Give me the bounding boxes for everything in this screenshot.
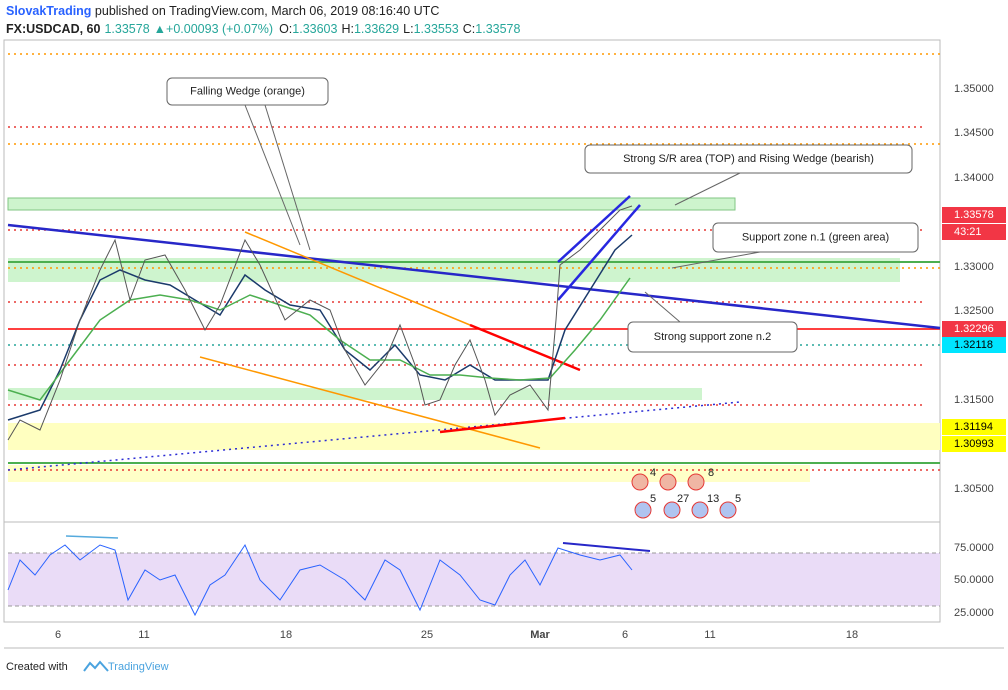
price-label: 1.32118 <box>954 339 993 351</box>
c-label: C: <box>463 22 476 36</box>
price-label-box <box>942 207 1006 223</box>
callout-pointer <box>244 104 301 246</box>
icon-count: 13 <box>707 493 719 505</box>
price-label: 1.35000 <box>954 83 994 95</box>
price-label: 43:21 <box>954 226 982 238</box>
callout-pointer <box>671 251 761 269</box>
callout-box <box>166 77 329 106</box>
price-label: 1.30993 <box>954 438 994 450</box>
event-icons <box>631 473 737 519</box>
date-label: 6 <box>55 629 61 641</box>
callout-pointer <box>264 104 311 251</box>
date-label: 18 <box>846 629 858 641</box>
l-value: 1.33553 <box>414 22 459 36</box>
price-label: 1.33578 <box>954 209 994 221</box>
price-label: 1.34500 <box>954 127 994 139</box>
wedge-line <box>199 356 541 449</box>
symbol: FX:USDCAD, 60 <box>6 22 101 36</box>
callout-box <box>627 321 798 353</box>
date-label: 11 <box>138 629 149 641</box>
moving-average <box>7 234 633 421</box>
price-label-box <box>942 337 1006 353</box>
rsi-label: 50.0000 <box>954 574 994 586</box>
rising-wedge <box>557 195 631 263</box>
callout-box <box>712 222 919 253</box>
c-value: 1.33578 <box>475 22 520 36</box>
rsi-label: 25.0000 <box>954 607 994 619</box>
rsi-line <box>7 543 633 617</box>
price-label: 1.34000 <box>954 172 994 184</box>
price-label: 1.32296 <box>954 323 994 335</box>
change: +0.00093 (+0.07%) <box>166 22 273 36</box>
last: 1.33578 <box>104 22 149 36</box>
tv-logo <box>83 660 109 672</box>
callout-text: Support zone n.1 (green area) <box>742 231 889 243</box>
price-label: 1.33000 <box>954 261 994 273</box>
icon-count: 5 <box>735 493 741 505</box>
moving-average <box>7 277 631 401</box>
icon-count: 5 <box>650 493 656 505</box>
chart-frame <box>3 39 941 623</box>
callout-text: Falling Wedge (orange) <box>190 85 305 97</box>
green-zone <box>7 197 736 211</box>
footer-created: Created with <box>6 661 68 673</box>
date-label: Mar <box>530 629 550 641</box>
rising-wedge <box>557 204 641 301</box>
o-label: O: <box>279 22 292 36</box>
date-label: 18 <box>280 629 292 641</box>
rsi-label: 75.0000 <box>954 542 994 554</box>
date-label: 25 <box>421 629 433 641</box>
header-line: SlovakTrading published on TradingView.c… <box>6 4 439 18</box>
up-arrow: ▲ <box>154 22 166 36</box>
red-line <box>439 416 566 434</box>
rsi-band <box>8 553 940 606</box>
green-zone <box>8 388 702 400</box>
footer-brand: TradingView <box>108 661 169 673</box>
h-label: H: <box>341 22 354 36</box>
icon-count: 27 <box>677 493 689 505</box>
date-label: 6 <box>622 629 628 641</box>
h-value: 1.33629 <box>354 22 399 36</box>
callout-text: Strong S/R area (TOP) and Rising Wedge (… <box>623 153 874 165</box>
author: SlovakTrading <box>6 4 91 18</box>
red-line <box>469 323 581 372</box>
callout-text: Strong support zone n.2 <box>654 331 771 343</box>
wedge-line <box>244 231 471 326</box>
callout-pointer <box>674 172 741 206</box>
symbol-line: FX:USDCAD, 60 1.33578 ▲+0.00093 (+0.07%) O:… <box>6 22 520 36</box>
price-label-box <box>942 436 1006 452</box>
price-label: 1.31194 <box>954 421 993 433</box>
rsi-trendline <box>65 535 119 539</box>
rsi-trendline <box>562 542 651 552</box>
price-label-box <box>942 224 1006 240</box>
dotted-levels <box>7 53 940 471</box>
callout-pointer <box>644 291 681 323</box>
price <box>7 205 633 441</box>
icon-count: 4 <box>650 467 656 479</box>
price-label: 1.32500 <box>954 305 994 317</box>
price-label: 1.31500 <box>954 394 994 406</box>
trendline <box>7 223 941 330</box>
date-label: 11 <box>704 629 715 641</box>
published: published on TradingView.com, March 06, … <box>91 4 439 18</box>
price-label-box <box>942 419 1006 435</box>
callout-box <box>584 144 913 174</box>
price-label-box <box>942 321 1006 337</box>
icon-count: 8 <box>708 467 714 479</box>
price-label: 1.30500 <box>954 483 994 495</box>
o-value: 1.33603 <box>292 22 337 36</box>
l-label: L: <box>403 22 413 36</box>
